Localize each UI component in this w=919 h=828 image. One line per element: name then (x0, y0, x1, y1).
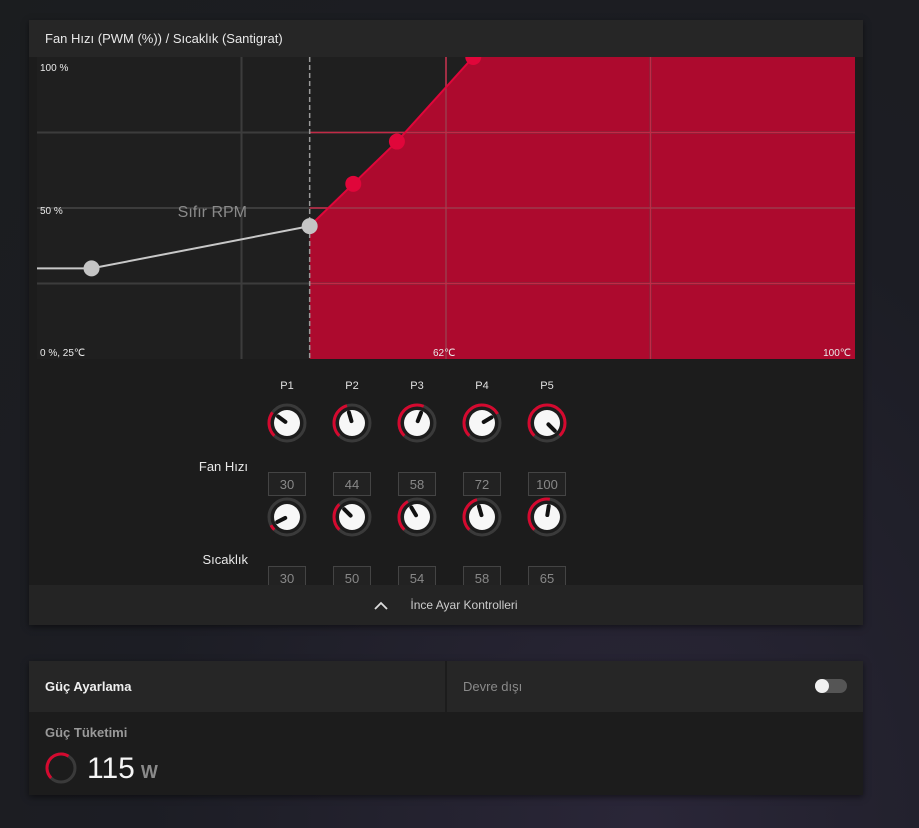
knob-level-arc (332, 404, 348, 437)
curve-point[interactable] (345, 175, 362, 192)
curve-point[interactable] (83, 260, 100, 277)
knob-level-arc (269, 524, 276, 531)
knob-track (267, 497, 307, 537)
point-column-label-p1: P1 (280, 380, 294, 392)
curve-point[interactable] (388, 133, 405, 150)
point-column-label-p5: P5 (540, 380, 554, 392)
knob-indicator (476, 504, 484, 518)
fan-curve-chart[interactable]: 100 % 50 % 0 %, 25℃ 62℃ 100℃ Sıfır RPM (37, 57, 855, 359)
power-tuning-status-row: Devre dışı (447, 661, 863, 712)
knob-level-arc (397, 403, 425, 437)
knob-level-arc (527, 497, 551, 531)
chevron-up-icon (374, 601, 389, 610)
point-controls: Fan Hızı Sıcaklık P1 P2 P3 P4 P5 30 44 58 72 100 3… (29, 370, 863, 590)
point-column-label-p3: P3 (410, 380, 424, 392)
point-column-label-p2: P2 (345, 380, 359, 392)
knob-level-arc (527, 403, 567, 437)
temperature-knob-p1[interactable] (267, 497, 307, 537)
fine-tune-label: İnce Ayar Kontrolleri (410, 598, 518, 612)
knob-level-arc (332, 503, 341, 531)
power-tuning-panel: Güç Ayarlama Devre dışı Güç Tüketimi 115… (29, 661, 863, 795)
fan-speed-value-input-p1[interactable]: 30 (268, 472, 306, 496)
knob-indicator (346, 410, 354, 424)
fan-speed-value-input-p3[interactable]: 58 (398, 472, 436, 496)
knob-indicator (545, 504, 551, 518)
fan-speed-row-label: Fan Hızı (198, 459, 248, 474)
power-tuning-status: Devre dışı (463, 679, 523, 694)
curve-segment-active (308, 183, 354, 227)
fan-speed-knob-p3[interactable] (397, 403, 437, 443)
knob-level-arc (462, 403, 499, 437)
power-unit: W (140, 762, 158, 782)
origin-label: 0 %, 25℃ (40, 348, 85, 359)
curve-segment-active (352, 140, 398, 185)
y-axis-top-label: 100 % (40, 63, 68, 74)
power-tuning-title: Güç Ayarlama (29, 661, 445, 712)
power-value-number: 115 (87, 752, 135, 785)
knob-indicator (409, 505, 418, 518)
fan-speed-knob-p5[interactable] (527, 403, 567, 443)
knob-indicator (546, 422, 557, 433)
toggle-thumb (815, 679, 829, 693)
gauge-level-arc (45, 752, 70, 779)
knob-level-arc (267, 411, 276, 437)
fan-speed-value-input-p4[interactable]: 72 (463, 472, 501, 496)
curve-point[interactable] (301, 218, 318, 235)
power-gauge-icon (45, 752, 77, 784)
knob-indicator (276, 414, 288, 424)
fan-speed-knob-p2[interactable] (332, 403, 372, 443)
fine-tune-toggle-button[interactable]: İnce Ayar Kontrolleri (29, 585, 863, 625)
fan-curve-panel: Fan Hızı (PWM (%)) / Sıcaklık (Santigrat… (29, 20, 863, 625)
fan-speed-value-input-p5[interactable]: 100 (528, 472, 566, 496)
point-column-label-p4: P4 (475, 380, 489, 392)
fan-speed-knob-p4[interactable] (462, 403, 502, 443)
knob-level-arc (397, 500, 409, 531)
knob-indicator (342, 507, 353, 518)
fan-speed-value-input-p2[interactable]: 44 (333, 472, 371, 496)
y-axis-mid-label: 50 % (40, 206, 63, 217)
zero-rpm-label: Sıfır RPM (178, 204, 247, 221)
knob-indicator (275, 515, 288, 524)
knob-indicator (415, 410, 424, 424)
knob-indicator (481, 415, 494, 424)
temperature-row-label: Sıcaklık (202, 552, 248, 567)
curve-segment (91, 225, 310, 270)
knob-level-arc (462, 498, 478, 531)
curve-point[interactable] (465, 57, 482, 65)
temperature-knob-p3[interactable] (397, 497, 437, 537)
x-axis-max-label: 100℃ (823, 348, 851, 359)
fan-speed-knob-p1[interactable] (267, 403, 307, 443)
x-axis-mid-label: 62℃ (433, 348, 455, 359)
curve-segment-active (396, 57, 475, 143)
power-consumption-label: Güç Tüketimi (45, 725, 128, 740)
power-consumption-value: 115 W (87, 752, 158, 786)
temperature-knob-p5[interactable] (527, 497, 567, 537)
temperature-knob-p4[interactable] (462, 497, 502, 537)
temperature-knob-p2[interactable] (332, 497, 372, 537)
power-tuning-toggle[interactable] (815, 679, 847, 693)
panel-title: Fan Hızı (PWM (%)) / Sıcaklık (Santigrat… (29, 20, 863, 57)
